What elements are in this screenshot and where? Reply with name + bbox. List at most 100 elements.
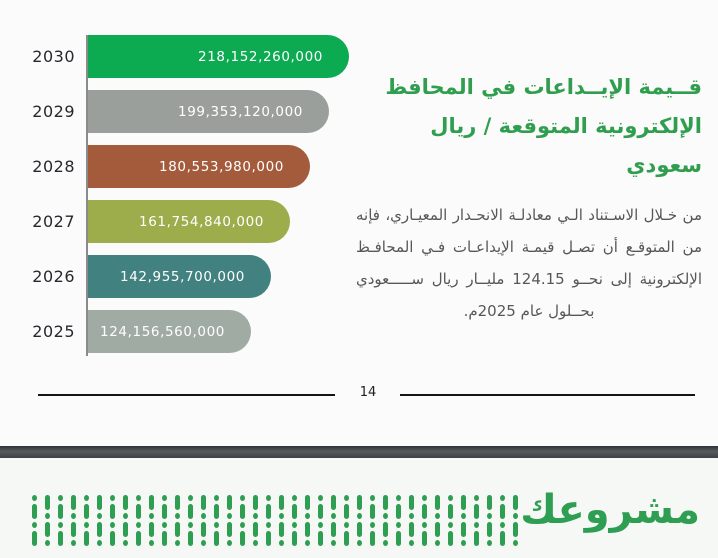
bar-value-label: 142,955,700,000 — [120, 268, 245, 285]
pattern-dash — [513, 495, 518, 510]
pattern-dot — [136, 495, 141, 501]
pattern-dash — [500, 531, 505, 546]
pattern-dot — [201, 513, 206, 519]
pattern-dot — [240, 495, 245, 501]
pattern-dot — [253, 540, 258, 546]
pattern-dot — [500, 522, 505, 528]
pattern-column — [123, 495, 128, 546]
pattern-dot — [396, 522, 401, 528]
pattern-column — [45, 495, 50, 546]
pattern-column — [318, 495, 323, 546]
chart-title: قــيمة الإيــداعات في المحافظ الإلكتروني… — [356, 68, 702, 185]
pattern-dot — [201, 540, 206, 546]
pattern-dash — [370, 531, 375, 546]
pattern-dash — [331, 495, 336, 510]
pattern-column — [97, 495, 102, 546]
pattern-dot — [162, 522, 167, 528]
pattern-dash — [422, 504, 427, 519]
pattern-column — [370, 495, 375, 546]
pattern-dot — [175, 513, 180, 519]
pattern-dash — [448, 504, 453, 519]
pattern-dash — [58, 504, 63, 519]
pattern-dot — [357, 540, 362, 546]
pattern-dot — [422, 495, 427, 501]
pattern-dot — [45, 540, 50, 546]
pattern-dot — [32, 495, 37, 501]
pattern-column — [331, 495, 336, 546]
pattern-dash — [331, 522, 336, 537]
pattern-dash — [474, 504, 479, 519]
bar: 218,152,260,000 — [88, 35, 349, 78]
page-divider-bar — [0, 446, 718, 458]
pattern-dash — [110, 504, 115, 519]
pattern-dot — [461, 513, 466, 519]
pattern-dot — [344, 495, 349, 501]
pattern-dash — [474, 531, 479, 546]
pattern-dot — [331, 513, 336, 519]
pattern-dot — [97, 540, 102, 546]
pattern-dash — [123, 495, 128, 510]
pattern-dot — [58, 522, 63, 528]
pattern-dot — [188, 495, 193, 501]
pattern-dot — [448, 495, 453, 501]
bar-row: 2026 142,955,700,000 — [0, 255, 362, 298]
pattern-dot — [279, 540, 284, 546]
pattern-dot — [318, 522, 323, 528]
pattern-column — [240, 495, 245, 546]
pattern-column — [513, 495, 518, 546]
pattern-dot — [97, 513, 102, 519]
bar-value-label: 161,754,840,000 — [139, 213, 264, 230]
pattern-dot — [240, 522, 245, 528]
pattern-dash — [448, 531, 453, 546]
pattern-dot — [487, 513, 492, 519]
pattern-column — [58, 495, 63, 546]
brand-footer: مشروعك — [0, 458, 718, 558]
pattern-column — [487, 495, 492, 546]
pattern-dot — [292, 495, 297, 501]
pattern-dot — [214, 522, 219, 528]
chart-rows: 2030 218,152,260,000 2029 199,353,120,000 20… — [0, 35, 362, 353]
pattern-dot — [305, 540, 310, 546]
pattern-dash — [214, 531, 219, 546]
bar: 199,353,120,000 — [88, 90, 329, 133]
pattern-dash — [188, 504, 193, 519]
pattern-dash — [461, 495, 466, 510]
pattern-dash — [71, 495, 76, 510]
pattern-dash — [409, 522, 414, 537]
pattern-dash — [461, 522, 466, 537]
pattern-dash — [188, 531, 193, 546]
pattern-dot — [487, 540, 492, 546]
pattern-dash — [214, 504, 219, 519]
brand-logo: مشروعك — [520, 487, 701, 533]
pattern-dash — [305, 495, 310, 510]
pattern-dot — [110, 495, 115, 501]
pattern-dash — [162, 531, 167, 546]
pattern-dash — [500, 504, 505, 519]
pattern-dot — [58, 495, 63, 501]
pattern-dot — [331, 540, 336, 546]
pattern-dot — [461, 540, 466, 546]
pattern-dash — [370, 504, 375, 519]
bar-value-label: 218,152,260,000 — [198, 48, 323, 65]
pattern-dot — [123, 540, 128, 546]
pattern-dash — [110, 531, 115, 546]
pattern-dash — [162, 504, 167, 519]
pattern-dash — [357, 495, 362, 510]
bar-year-label: 2025 — [32, 322, 75, 341]
pattern-column — [110, 495, 115, 546]
pattern-dot — [136, 522, 141, 528]
pattern-column — [136, 495, 141, 546]
pattern-dot — [344, 522, 349, 528]
pattern-column — [435, 495, 440, 546]
pattern-dot — [71, 513, 76, 519]
page-number-rule-right — [400, 394, 695, 396]
pattern-dot — [84, 522, 89, 528]
pattern-dash — [149, 495, 154, 510]
pattern-dot — [513, 513, 518, 519]
pattern-dot — [435, 513, 440, 519]
pattern-dash — [45, 495, 50, 510]
pattern-dash — [32, 531, 37, 546]
pattern-dash — [513, 522, 518, 537]
pattern-dash — [201, 495, 206, 510]
